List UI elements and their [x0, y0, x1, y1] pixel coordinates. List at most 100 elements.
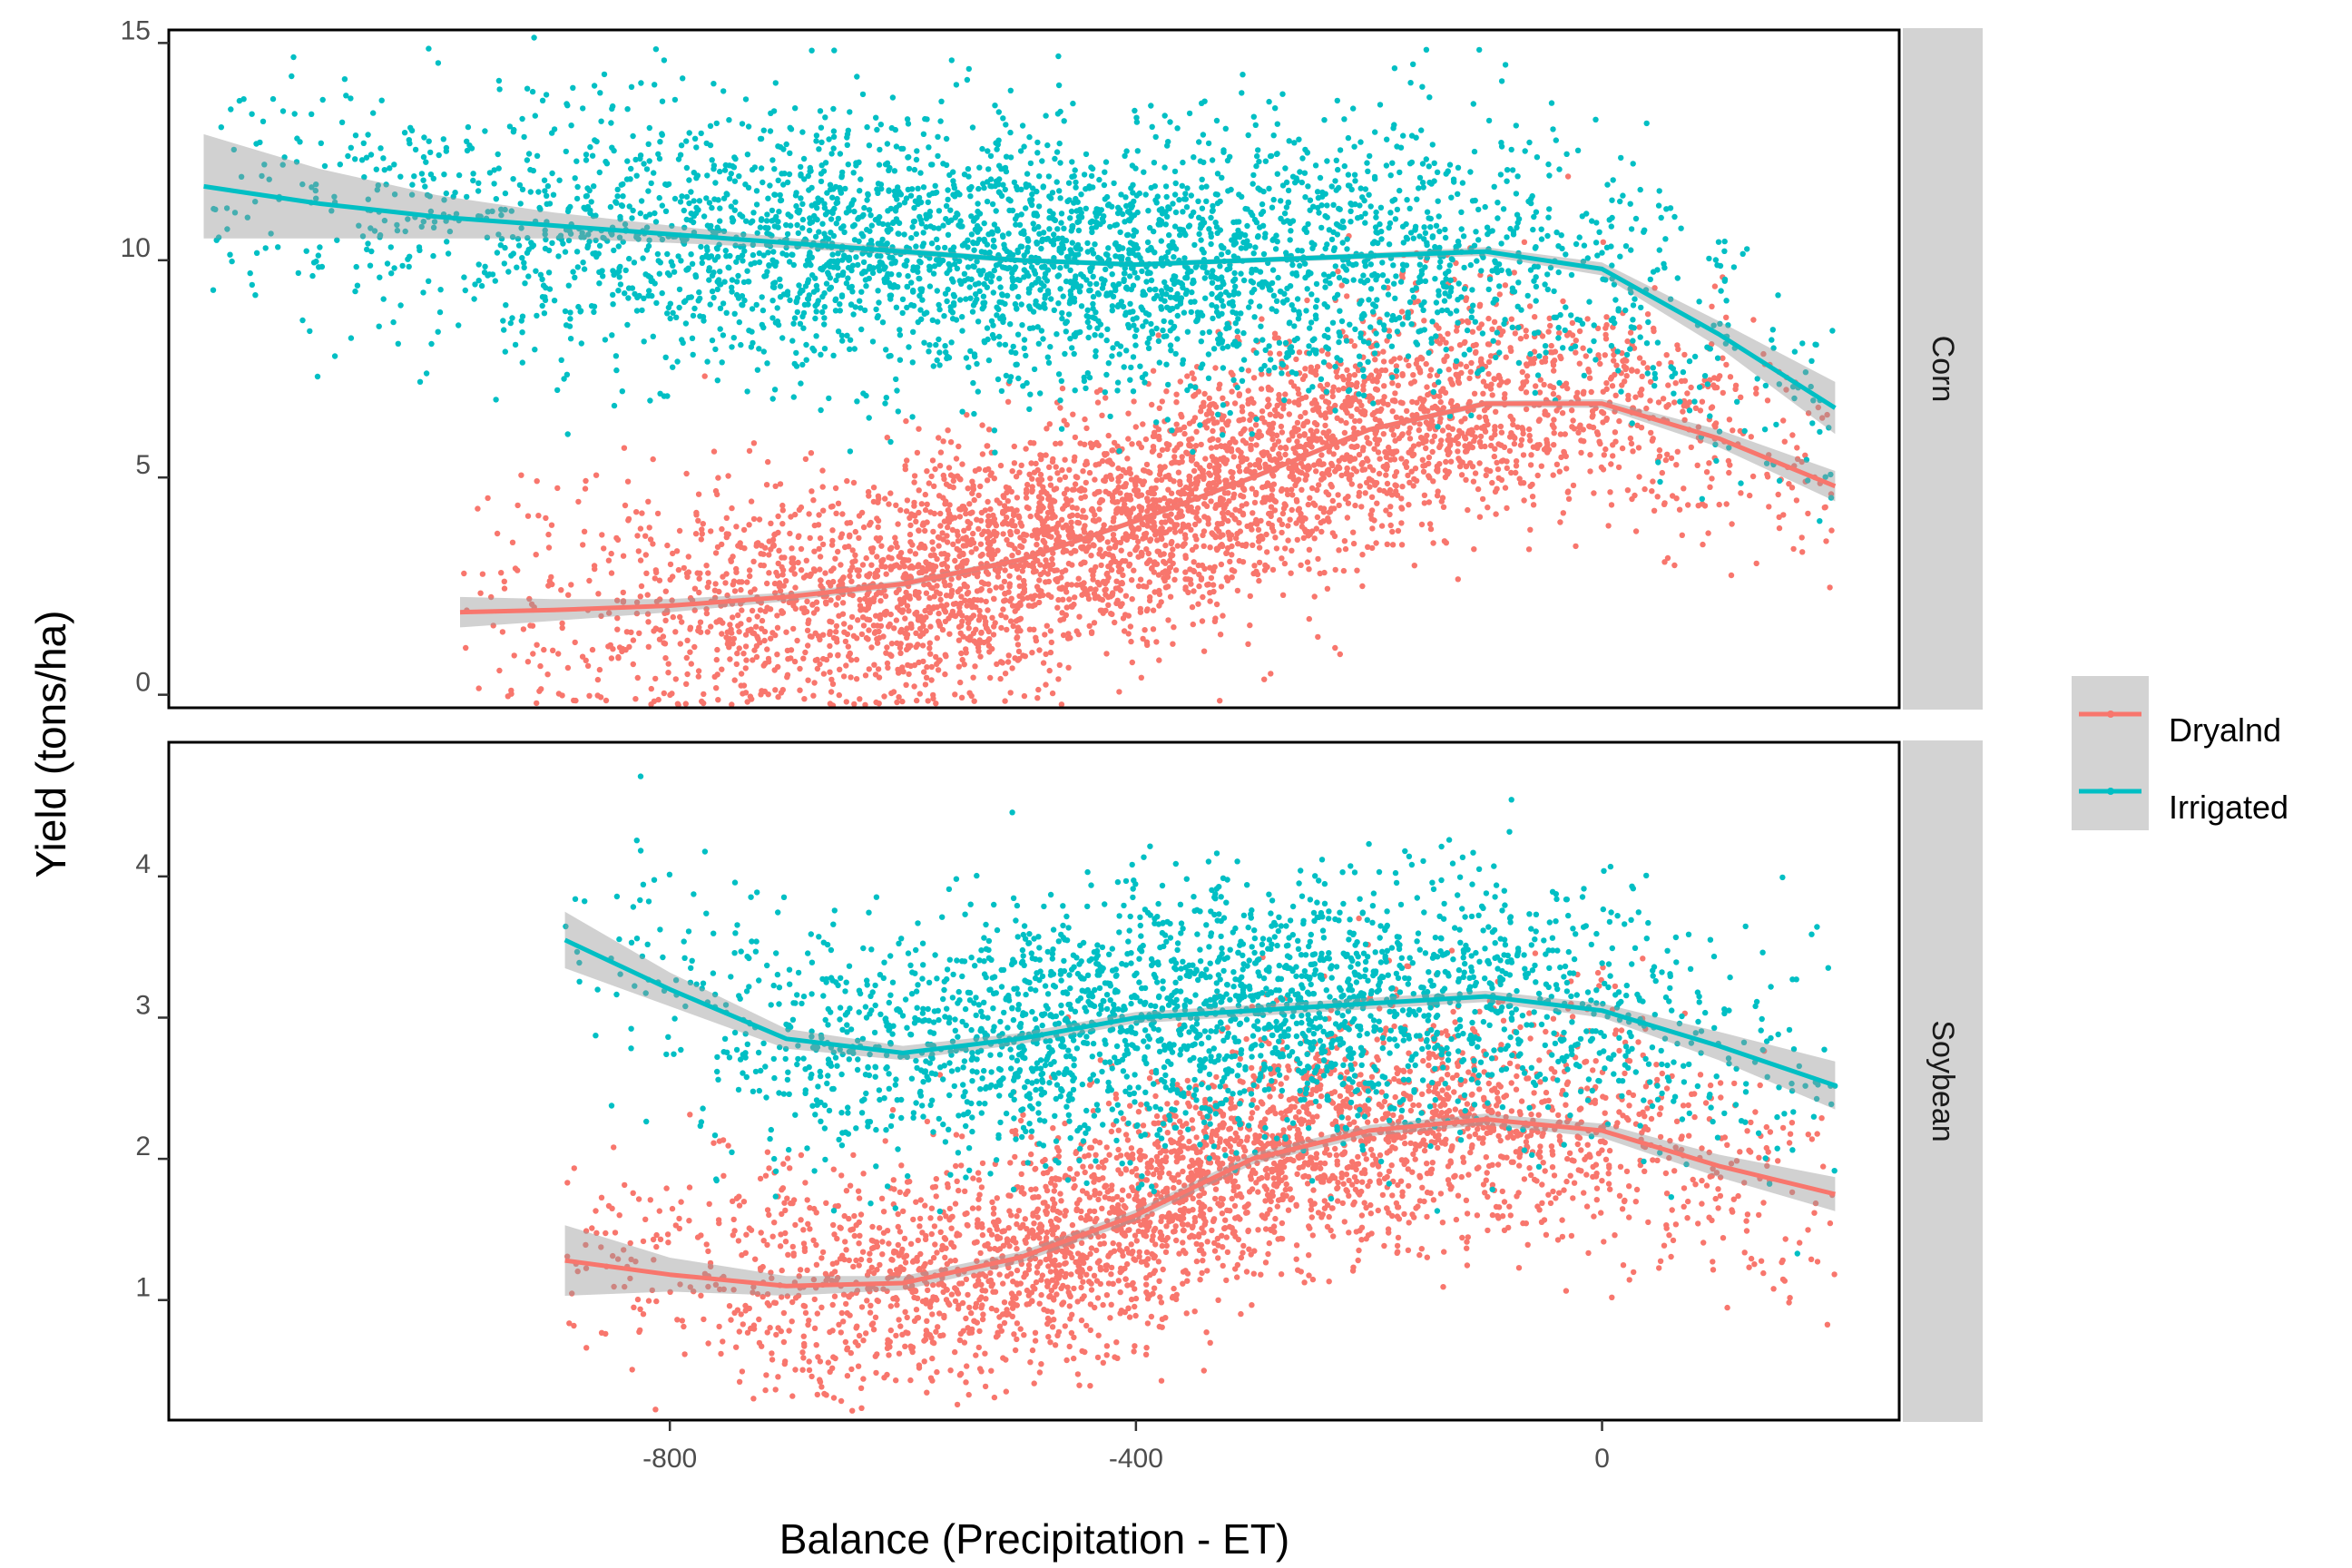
data-point — [1235, 316, 1241, 322]
data-point — [1048, 593, 1054, 600]
data-point — [1576, 360, 1583, 367]
data-point — [1020, 595, 1026, 603]
data-point — [800, 574, 808, 581]
data-point — [999, 660, 1006, 666]
data-point — [1209, 302, 1215, 309]
data-point — [913, 230, 919, 238]
data-point — [700, 521, 706, 527]
data-point — [624, 478, 632, 485]
data-point — [1264, 495, 1270, 501]
data-point — [1206, 395, 1213, 402]
data-point — [1035, 505, 1043, 511]
data-point — [1009, 603, 1016, 609]
data-point — [975, 648, 982, 654]
data-point — [1111, 514, 1117, 522]
data-point — [1069, 512, 1075, 518]
data-point — [1664, 451, 1671, 457]
data-point — [924, 468, 930, 475]
data-point — [717, 168, 723, 175]
data-point — [1329, 393, 1337, 400]
data-point — [622, 502, 629, 509]
data-point — [1360, 382, 1367, 389]
data-point — [1188, 581, 1194, 587]
data-point — [1602, 331, 1609, 338]
data-point — [1137, 576, 1144, 583]
data-point — [1558, 454, 1564, 461]
data-point — [916, 509, 922, 516]
data-point — [1000, 606, 1006, 612]
data-point — [1080, 584, 1086, 592]
data-point — [1255, 456, 1261, 464]
data-point — [1478, 321, 1485, 328]
data-point — [1279, 555, 1285, 562]
data-point — [1528, 358, 1534, 365]
data-point — [1684, 390, 1690, 397]
data-point — [1447, 458, 1455, 465]
data-point — [1015, 549, 1022, 555]
data-point — [1465, 506, 1471, 514]
data-point — [1393, 363, 1400, 369]
data-point — [599, 532, 605, 538]
data-point — [1099, 412, 1105, 418]
data-point — [1268, 504, 1275, 510]
data-point — [642, 271, 649, 278]
data-point — [765, 195, 771, 201]
data-point — [1654, 494, 1661, 500]
data-point — [1483, 383, 1490, 389]
data-point — [942, 671, 948, 678]
data-point — [1084, 545, 1091, 552]
data-point — [942, 583, 949, 589]
data-point — [1441, 357, 1447, 363]
data-point — [1129, 441, 1135, 447]
data-point — [1336, 387, 1342, 393]
data-point — [904, 603, 911, 609]
data-point — [761, 637, 768, 644]
data-point — [989, 614, 995, 621]
data-point — [746, 567, 753, 573]
data-point — [545, 531, 552, 538]
data-point — [1242, 543, 1249, 549]
data-point — [1565, 488, 1572, 495]
data-point — [1110, 536, 1117, 543]
data-point — [817, 636, 823, 642]
data-point — [783, 629, 789, 635]
data-point — [715, 697, 721, 703]
data-point — [1238, 245, 1245, 251]
data-point — [1245, 400, 1251, 407]
data-point — [1471, 390, 1478, 397]
data-point — [994, 661, 1000, 668]
data-point — [1632, 528, 1640, 534]
data-point — [1477, 433, 1485, 440]
data-point — [1456, 463, 1464, 470]
data-point — [574, 264, 581, 270]
data-point — [1253, 568, 1259, 574]
data-point — [738, 586, 744, 593]
data-point — [1359, 367, 1367, 373]
data-point — [1072, 594, 1078, 601]
data-point — [926, 561, 933, 568]
data-point — [1512, 435, 1518, 441]
data-point — [1234, 587, 1241, 594]
data-point — [1508, 430, 1514, 436]
data-point — [1443, 347, 1449, 353]
data-point — [1258, 386, 1265, 392]
data-point — [1525, 546, 1533, 553]
data-point — [760, 563, 767, 569]
data-point — [832, 485, 839, 492]
data-point — [1269, 279, 1276, 287]
data-point — [614, 193, 621, 200]
data-point — [1573, 543, 1579, 550]
data-point — [701, 700, 707, 707]
data-point — [776, 580, 783, 586]
data-point — [876, 299, 882, 306]
data-point — [1306, 615, 1313, 622]
data-point — [582, 485, 589, 492]
data-point — [1479, 495, 1486, 503]
data-point — [887, 546, 894, 553]
data-point — [1055, 534, 1063, 540]
data-point — [1205, 521, 1211, 527]
data-point — [1573, 349, 1579, 356]
data-point — [1437, 398, 1444, 406]
data-point — [1031, 440, 1037, 446]
data-point — [830, 578, 837, 585]
